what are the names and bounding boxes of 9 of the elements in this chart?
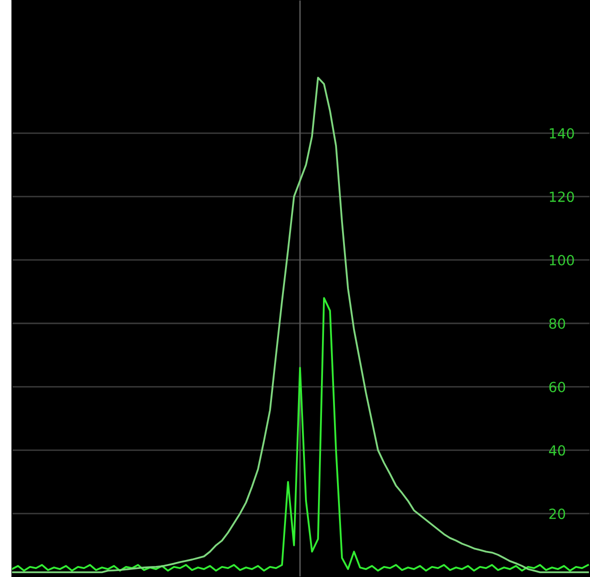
- y-tick-label: 60: [549, 382, 566, 392]
- y-tick-label: 80: [549, 318, 566, 329]
- y-tick-label: 20: [549, 508, 566, 520]
- y-tick-label: 120: [550, 192, 574, 202]
- y-tick-label: 140: [550, 128, 574, 139]
- y-tick-label: 40: [549, 445, 566, 456]
- line-series: [12, 297, 589, 572]
- y-tick-label: 100: [550, 254, 574, 266]
- line-series: [12, 76, 589, 574]
